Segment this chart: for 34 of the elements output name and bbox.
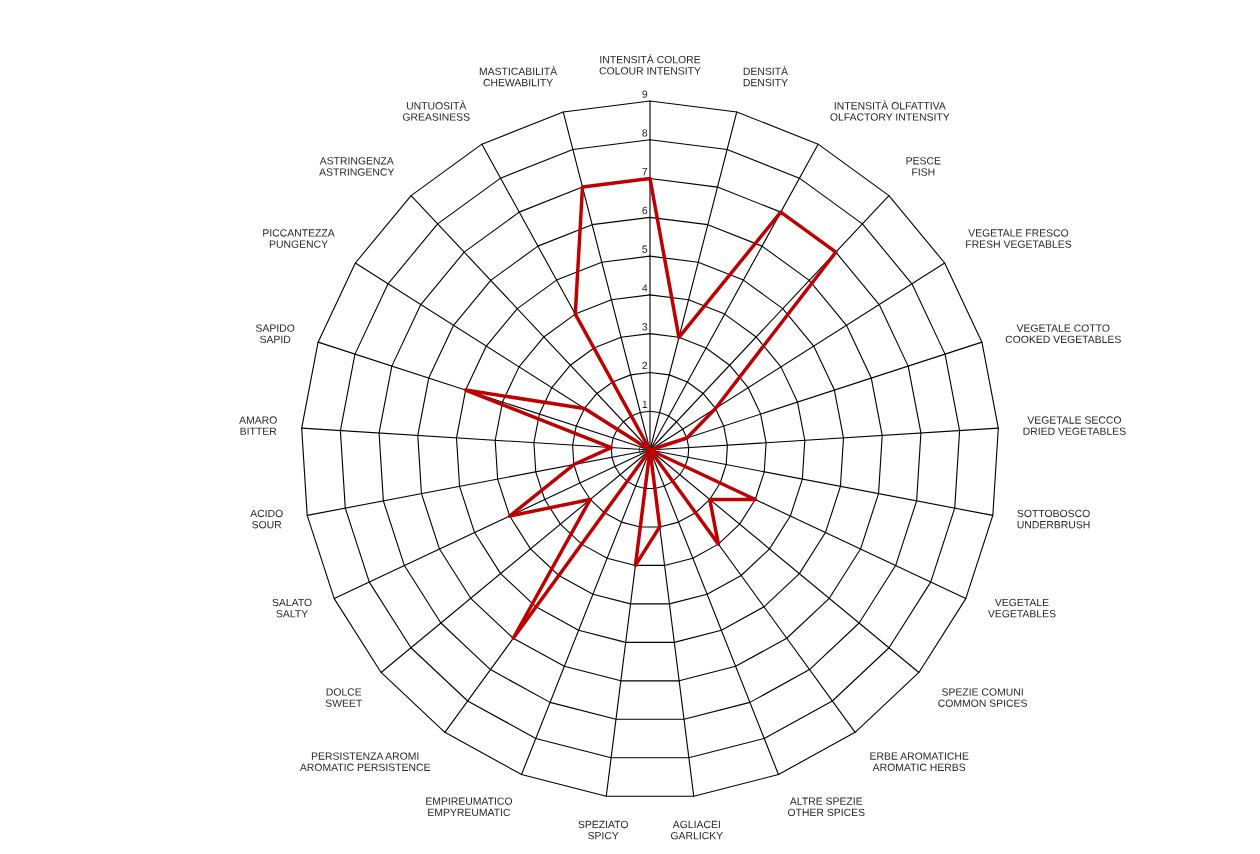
spoke-label: INTENSITÀ COLORE COLOUR INTENSITY	[599, 54, 701, 75]
spoke-label: SPEZIE COMUNI COMMON SPICES	[938, 688, 1027, 707]
spoke-label: SPEZIATO SPICY	[578, 820, 628, 840]
spoke-label: PICCANTEZZA PUNGENCY	[263, 229, 335, 248]
y-tick-label: 9	[642, 90, 648, 98]
y-tick-label: 1	[642, 400, 648, 408]
y-tick-label: 5	[642, 245, 648, 253]
y-tick-label: 2	[642, 361, 648, 370]
spoke-label: UNTUOSITÀ GREASINESS	[402, 100, 470, 121]
spoke-label: ACIDO SOUR	[250, 509, 283, 529]
y-tick-label: 8	[642, 129, 648, 137]
spoke-label: VEGETALE SECCO DRIED VEGETABLES	[1023, 416, 1126, 435]
spoke-label: PERSISTENZA AROMI AROMATIC PERSISTENCE	[299, 752, 431, 771]
spoke-label: INTENSITÀ OLFATTIVA OLFACTORY INTENSITY	[830, 100, 950, 121]
spoke-label: AGLIACEI GARLICKY	[670, 820, 723, 840]
spoke-label: SAPIDO SAPID	[255, 324, 295, 344]
spoke-label: ASTRINGENZA ASTRINGENCY	[319, 157, 395, 176]
spoke-label: SALATO SALTY	[272, 598, 312, 618]
y-tick-label: 7	[642, 168, 648, 176]
spoke-label: SOTTOBOSCO UNDERBRUSH	[1017, 509, 1090, 529]
spoke-label: VEGETALE FRESCO FRESH VEGETABLES	[966, 229, 1072, 248]
spoke-label: VEGETALE VEGETABLES	[987, 598, 1056, 618]
y-tick-label: 6	[642, 206, 648, 215]
spoke-label: ERBE AROMATICHE AROMATIC HERBS	[870, 752, 969, 771]
spoke-label: DENSITÀ DENSITY	[743, 65, 788, 87]
spoke-label: EMPIREUMATICO EMPYREUMATIC	[426, 797, 513, 817]
y-tick-label: 4	[642, 284, 648, 292]
y-tick-label: 3	[642, 323, 648, 331]
spoke-label: AMARO BITTER	[239, 416, 277, 435]
spoke-label: DOLCE SWEET	[325, 688, 363, 707]
spoke-label: MASTICABILITÀ CHEWABILITY	[479, 65, 558, 87]
spoke-label: PESCE FISH	[906, 157, 941, 176]
spoke-label: VEGETALE COTTO COOKED VEGETABLES	[1005, 324, 1121, 344]
spoke-label: ALTRE SPEZIE OTHER SPICES	[787, 797, 865, 817]
